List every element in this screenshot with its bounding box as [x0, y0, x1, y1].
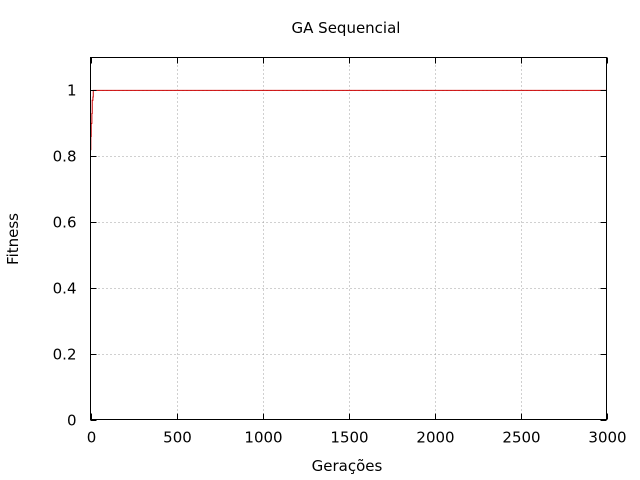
x-axis-label: Gerações: [312, 457, 383, 475]
x-tick-label: 1000: [244, 429, 282, 447]
x-tick-label: 500: [163, 429, 192, 447]
x-tick-label: 2000: [416, 429, 454, 447]
y-tick-label: 0.8: [53, 148, 77, 166]
plot-border: [90, 57, 607, 420]
y-tick-label: 0.2: [53, 346, 77, 364]
x-tick-label: 2500: [502, 429, 540, 447]
y-tick-label: 0: [67, 412, 77, 430]
y-tick-label: 0.6: [53, 214, 77, 232]
chart-title: GA Sequencial: [292, 19, 401, 37]
y-tick-label: 0.4: [53, 280, 77, 298]
x-tick-label: 1500: [330, 429, 368, 447]
grid-lines: [90, 57, 607, 420]
x-tick-label: 0: [87, 429, 97, 447]
axis-ticks: 0 500 1000 1500 2000 2500 3000 0 0.2 0.4 0.6 0.8 1: [53, 57, 627, 447]
y-axis-label: Fitness: [4, 213, 22, 265]
y-tick-label: 1: [67, 82, 77, 100]
series-line-0: [90, 89, 607, 151]
series-layer: [90, 89, 607, 151]
x-tick-label: 3000: [588, 429, 626, 447]
